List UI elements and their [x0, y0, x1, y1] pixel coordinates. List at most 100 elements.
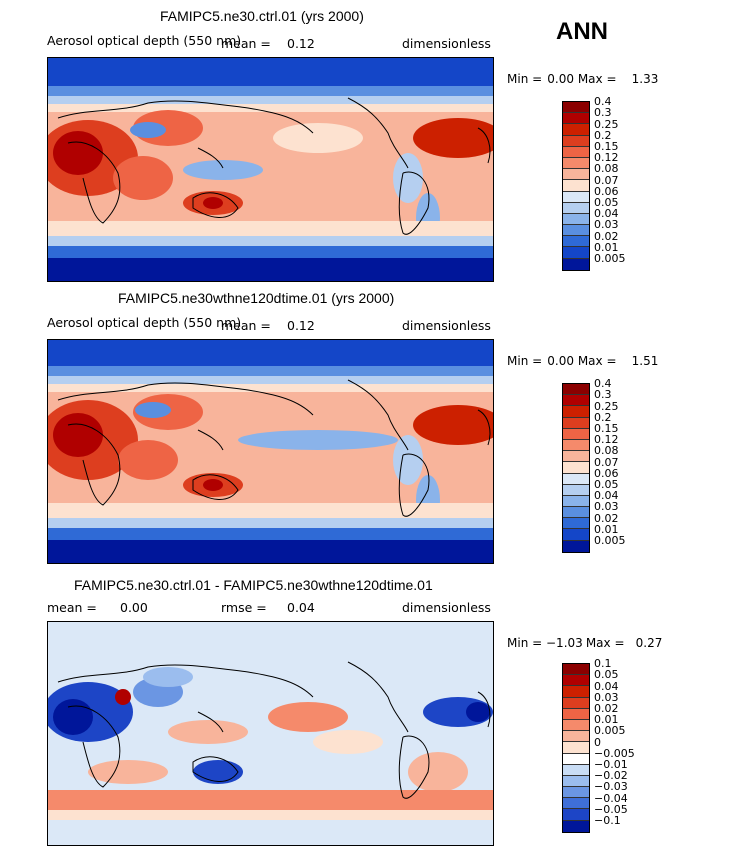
colorbar-cell — [563, 507, 589, 519]
panel1-min-value: 0.00 — [547, 72, 574, 86]
panel1-mean-value: 0.12 — [287, 36, 315, 51]
colorbar-label: 0.01 — [594, 713, 619, 727]
colorbar-label: 0.08 — [594, 444, 619, 458]
colorbar-cell — [563, 462, 589, 474]
colorbar-cell — [563, 213, 589, 226]
colorbar-cell — [563, 384, 589, 396]
colorbar-cell — [563, 809, 589, 821]
colorbar-cell — [563, 529, 589, 541]
colorbar-cell — [563, 428, 589, 440]
colorbar-label: 0.06 — [594, 184, 619, 198]
colorbar-label: 0.05 — [594, 196, 619, 209]
colorbar-label: 0.01 — [594, 522, 619, 536]
colorbar-label: 0.07 — [594, 455, 619, 469]
panel2-field: Aerosol optical depth (550 nm) — [47, 315, 242, 330]
panel2-max-value: 1.51 — [631, 354, 659, 368]
colorbar-label: 0.12 — [594, 151, 619, 165]
colorbar-label: −0.01 — [594, 758, 628, 771]
panel2-max-label: Max = — [577, 354, 617, 368]
colorbar-cell — [563, 753, 589, 765]
colorbar-label: −0.02 — [594, 769, 628, 783]
colorbar-cell — [563, 540, 589, 552]
colorbar-label: 0.05 — [594, 668, 619, 682]
season-label: ANN — [556, 18, 608, 45]
colorbar-cell — [563, 146, 589, 158]
colorbar-cell — [563, 102, 589, 114]
colorbar-label: 0.12 — [594, 433, 619, 447]
colorbar-cell — [563, 157, 589, 170]
panel1-max-label: Max = — [577, 72, 617, 86]
colorbar-label: −0.03 — [594, 780, 628, 794]
panel1-min-max: Min = 0.00 Max = 1.33 — [507, 72, 658, 86]
colorbar-cell — [563, 451, 589, 463]
panel3-colorbar — [562, 663, 590, 833]
panel2-min-value: 0.00 — [547, 354, 574, 368]
panel3-max-label: Max = — [585, 636, 625, 650]
colorbar-label: 0 — [594, 735, 601, 749]
panel1-max-value: 1.33 — [631, 72, 659, 86]
colorbar-cell — [563, 406, 589, 418]
colorbar-cell — [563, 686, 589, 698]
panel2-min-max: Min = 0.00 Max = 1.51 — [507, 354, 658, 368]
colorbar-cell — [563, 180, 589, 192]
colorbar-label: 0.02 — [594, 511, 619, 525]
panel2-min-label: Min = — [507, 354, 543, 368]
colorbar-label: 0.03 — [594, 500, 619, 514]
colorbar-label: 0.15 — [594, 422, 619, 435]
panel2-map-svg — [48, 340, 493, 563]
colorbar-cell — [563, 439, 589, 452]
colorbar-label: 0.005 — [594, 724, 626, 738]
colorbar-cell — [563, 191, 589, 203]
colorbar-cell — [563, 820, 589, 832]
colorbar-cell — [563, 135, 589, 147]
panel2-map — [47, 339, 494, 564]
colorbar-cell — [563, 731, 589, 743]
panel3-mean-value: 0.00 — [120, 600, 148, 615]
colorbar-cell — [563, 484, 589, 496]
colorbar-cell — [563, 764, 589, 776]
colorbar-label: −0.04 — [594, 791, 628, 805]
colorbar-label: 0.04 — [594, 207, 619, 221]
panel3-max-value: 0.27 — [635, 636, 663, 650]
colorbar-cell — [563, 247, 589, 259]
colorbar-label: −0.1 — [594, 814, 621, 827]
colorbar-label: 0.005 — [594, 534, 626, 547]
colorbar-cell — [563, 202, 589, 214]
panel2-colorbar — [562, 383, 590, 553]
colorbar-cell — [563, 697, 589, 709]
colorbar-cell — [563, 417, 589, 429]
colorbar-cell — [563, 787, 589, 799]
panel2-title: FAMIPC5.ne30wthne120dtime.01 (yrs 2000) — [118, 290, 395, 306]
panel3-rmse-label: rmse = — [221, 600, 267, 615]
colorbar-cell — [563, 742, 589, 754]
colorbar-cell — [563, 664, 589, 676]
colorbar-cell — [563, 395, 589, 407]
colorbar-label: 0.4 — [594, 95, 612, 109]
colorbar-cell — [563, 236, 589, 248]
colorbar-label: 0.05 — [594, 478, 619, 491]
panel3-min-max: Min = −1.03 Max = 0.27 — [507, 636, 662, 650]
colorbar-label: −0.005 — [594, 746, 635, 760]
panel2-mean-label: mean = — [221, 318, 271, 333]
panel1-units: dimensionless — [402, 36, 491, 51]
colorbar-label: −0.05 — [594, 802, 628, 816]
colorbar-cell — [563, 518, 589, 530]
colorbar-label: 0.04 — [594, 489, 619, 503]
colorbar-label: 0.2 — [594, 410, 612, 424]
panel3-min-value: −1.03 — [546, 636, 583, 650]
colorbar-cell — [563, 775, 589, 788]
panel1-mean-label: mean = — [221, 36, 271, 51]
colorbar-cell — [563, 495, 589, 508]
panel1-map-svg — [48, 58, 493, 281]
panel1-colorbar — [562, 101, 590, 271]
colorbar-cell — [563, 258, 589, 270]
panel1-field: Aerosol optical depth (550 nm) — [47, 33, 242, 48]
colorbar-label: 0.02 — [594, 702, 619, 715]
colorbar-label: 0.02 — [594, 229, 619, 243]
colorbar-cell — [563, 719, 589, 732]
colorbar-label: 0.25 — [594, 399, 619, 413]
panel3-title: FAMIPC5.ne30.ctrl.01 - FAMIPC5.ne30wthne… — [74, 577, 433, 593]
panel3-map — [47, 621, 494, 846]
panel1-title: FAMIPC5.ne30.ctrl.01 (yrs 2000) — [160, 8, 364, 24]
colorbar-cell — [563, 798, 589, 810]
